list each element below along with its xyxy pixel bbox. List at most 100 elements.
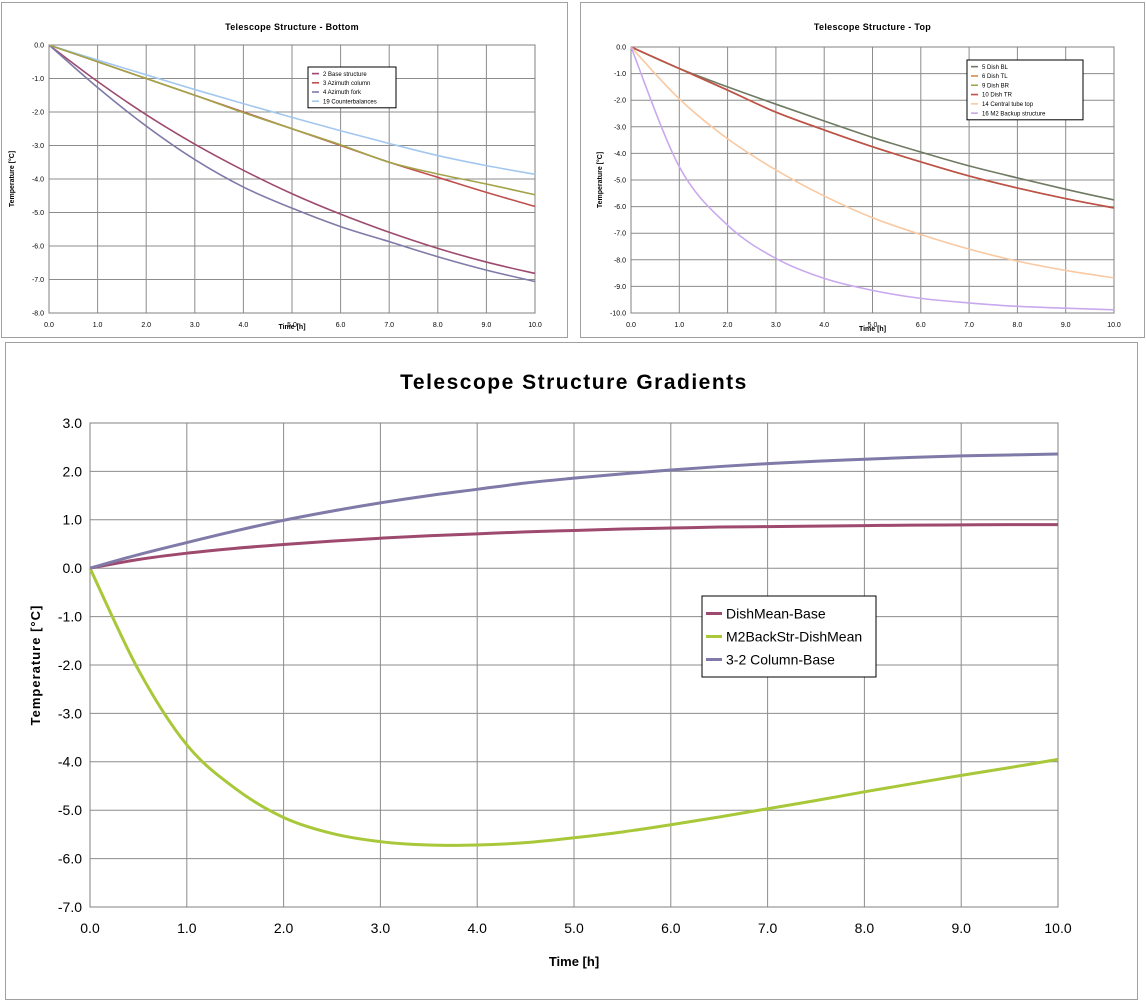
y-tick-label: 0.0	[34, 42, 44, 49]
x-tick-label: 1.0	[674, 322, 684, 329]
y-tick-label: -5.0	[58, 802, 82, 818]
legend-label: 14 Central tube top	[982, 102, 1034, 108]
x-tick-label: 8.0	[855, 920, 875, 936]
y-tick-label: -5.0	[32, 210, 44, 217]
y-tick-label: -9.0	[614, 284, 626, 291]
y-tick-label: 1.0	[63, 512, 83, 528]
plot-area	[89, 422, 1059, 908]
x-tick-label: 1.0	[93, 322, 103, 329]
legend-label: 19 Counterbalances	[323, 99, 377, 105]
y-tick-label: -8.0	[32, 310, 44, 317]
y-axis-label: Temperature [°C]	[596, 152, 604, 208]
x-tick-label: 0.0	[626, 322, 636, 329]
series-line	[48, 44, 536, 176]
y-tick-label: -7.0	[614, 231, 626, 238]
y-tick-label: 2.0	[63, 463, 83, 479]
y-tick-label: -2.0	[58, 657, 82, 673]
legend-label: 5 Dish BL	[982, 65, 1009, 71]
legend-label: 10 Dish TR	[982, 93, 1013, 99]
y-tick-label: -2.0	[614, 98, 626, 105]
legend-label: 6 Dish TL	[982, 74, 1008, 80]
x-tick-label: 0.0	[80, 920, 100, 936]
legend-label: 3 Azimuth column	[323, 81, 370, 87]
chart-panel-gradients: Telescope Structure Gradients 0.0 1.0 2.0 3.…	[5, 342, 1138, 1000]
x-tick-label: 9.0	[482, 322, 492, 329]
x-tick-label: 8.0	[1013, 322, 1023, 329]
y-tick-label: -5.0	[614, 177, 626, 184]
y-tick-label: -6.0	[58, 851, 82, 867]
y-tick-label: -1.0	[614, 71, 626, 78]
legend-box	[701, 595, 877, 678]
x-tick-label: 8.0	[433, 322, 443, 329]
x-tick-label: 2.0	[274, 920, 294, 936]
y-tick-label: -7.0	[32, 277, 44, 284]
x-tick-label: 9.0	[1061, 322, 1071, 329]
series-line	[630, 46, 1115, 201]
legend-box	[966, 59, 1084, 121]
x-axis-label: Time [h]	[549, 954, 599, 969]
x-tick-label: 7.0	[964, 322, 974, 329]
x-tick-label: 6.0	[336, 322, 346, 329]
series-line	[630, 46, 1115, 311]
y-tick-label: -1.0	[32, 76, 44, 83]
x-tick-label: 3.0	[771, 322, 781, 329]
bottom-structure-chart: Telescope Structure - Bottom 0.0 1.0 2.0 3.0…	[8, 22, 542, 331]
x-tick-label: 2.0	[723, 322, 733, 329]
y-tick-label: -3.0	[614, 124, 626, 131]
x-tick-label: 5.0	[868, 322, 878, 329]
x-tick-label: 9.0	[951, 920, 971, 936]
legend-label: 2 Base structure	[323, 72, 367, 78]
x-tick-label: 6.0	[916, 322, 926, 329]
y-tick-label: 0.0	[63, 560, 83, 576]
x-tick-label: 10.0	[1044, 920, 1071, 936]
x-tick-label: 7.0	[384, 322, 394, 329]
x-tick-label: 4.0	[239, 322, 249, 329]
x-tick-label: 6.0	[661, 920, 681, 936]
y-tick-label: -2.0	[32, 109, 44, 116]
x-tick-label: 1.0	[177, 920, 197, 936]
x-tick-label: 10.0	[1107, 322, 1121, 329]
y-tick-label: -6.0	[32, 243, 44, 250]
y-tick-label: -10.0	[610, 310, 626, 317]
y-axis-label: Temperature [°C]	[8, 151, 16, 207]
x-tick-label: 3.0	[371, 920, 391, 936]
y-tick-label: -8.0	[614, 257, 626, 264]
x-axis-label: Time [h]	[859, 326, 886, 333]
x-axis-label: Time [h]	[278, 324, 305, 331]
series-line	[89, 523, 1059, 570]
legend-label: M2BackStr-DishMean	[726, 629, 862, 645]
x-tick-label: 4.0	[819, 322, 829, 329]
x-tick-label: 10.0	[528, 322, 542, 329]
y-tick-label: -3.0	[32, 143, 44, 150]
x-tick-label: 2.0	[141, 322, 151, 329]
gradients-chart: Telescope Structure Gradients 0.0 1.0 2.0 3.…	[28, 371, 1072, 969]
series-line	[89, 452, 1059, 570]
series-line	[48, 44, 536, 275]
legend-box	[307, 66, 397, 109]
legend-label: DishMean-Base	[726, 606, 826, 622]
series-line	[88, 567, 1059, 847]
x-tick-label: 5.0	[287, 322, 297, 329]
series-line	[48, 44, 536, 196]
legend-label: 9 Dish BR	[982, 83, 1010, 89]
series-line	[630, 46, 1115, 209]
chart-panel-top: Telescope Structure - Top 0.0 1.0 2.0 3.0 4.0…	[580, 2, 1145, 338]
y-tick-label: -4.0	[58, 754, 82, 770]
legend-label: 4 Azimuth fork	[323, 90, 362, 96]
y-tick-label: 3.0	[63, 415, 83, 431]
y-axis-label: Temperature [°C]	[28, 605, 43, 726]
x-tick-label: 5.0	[564, 920, 584, 936]
series-line	[48, 44, 536, 283]
legend-label: 3-2 Column-Base	[726, 652, 835, 668]
top-structure-chart: Telescope Structure - Top 0.0 1.0 2.0 3.0 4.0…	[596, 22, 1121, 333]
y-tick-label: -7.0	[58, 899, 82, 915]
x-tick-label: 4.0	[467, 920, 487, 936]
x-tick-label: 3.0	[190, 322, 200, 329]
legend-label: 16 M2 Backup structure	[982, 111, 1046, 117]
chart-title: Telescope Structure Gradients	[400, 371, 748, 394]
x-tick-label: 0.0	[44, 322, 54, 329]
series-line	[630, 46, 1115, 279]
y-tick-label: -6.0	[614, 204, 626, 211]
y-tick-label: -4.0	[32, 176, 44, 183]
chart-title: Telescope Structure - Bottom	[225, 22, 359, 32]
